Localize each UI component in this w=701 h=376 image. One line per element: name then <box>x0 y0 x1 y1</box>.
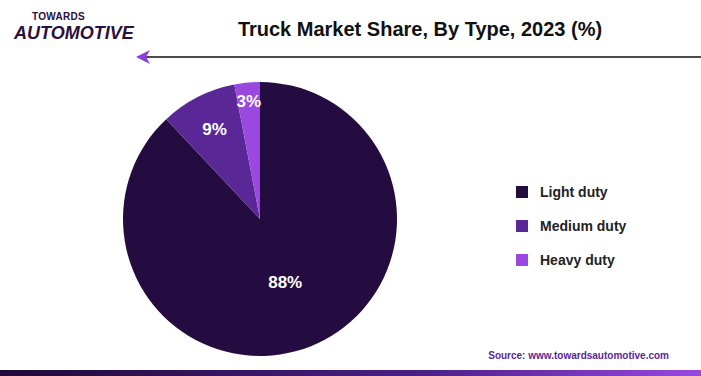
svg-text:9%: 9% <box>202 120 227 139</box>
html-text:Light duty: Light duty <box>540 184 608 200</box>
html-text:Truck Market Share, By Type, 2: Truck Market Share, By Type, 2023 (%) <box>237 18 603 40</box>
html-text:AUTOMOTIVE: AUTOMOTIVE <box>14 23 134 43</box>
html-text:Medium duty: Medium duty <box>540 218 627 234</box>
html-text:Source: www.towardsautomotive.: Source: www.towardsautomotive.com <box>488 350 669 361</box>
html-text:Heavy duty: Heavy duty <box>540 252 615 268</box>
svg-text:88%: 88% <box>268 273 302 292</box>
svg-text:3%: 3% <box>237 92 262 111</box>
html-text:TOWARDS: TOWARDS <box>32 11 85 22</box>
